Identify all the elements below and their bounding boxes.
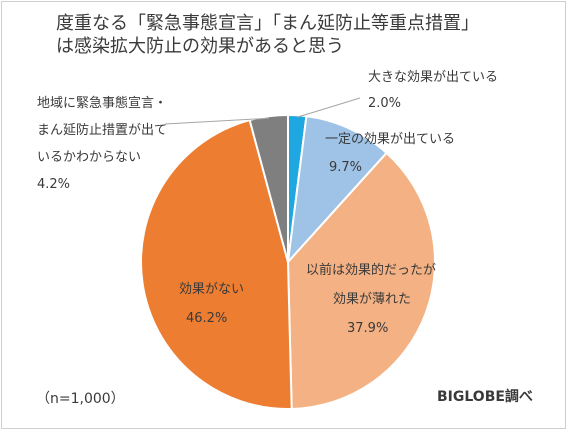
- slice-label-faded-effect-2: 効果が薄れた: [333, 292, 412, 307]
- slice-value-unknown: 4.2%: [37, 177, 71, 192]
- pie-slice-unknown: [248, 113, 289, 263]
- pie-slice-some-effect: [286, 115, 389, 266]
- leader-line-big-effect: [296, 97, 361, 118]
- slice-label-big-effect: 大きな効果が出ている: [368, 70, 499, 85]
- leader-line-unknown: [164, 117, 269, 125]
- slice-value-some-effect: 9.7%: [329, 160, 363, 175]
- pie-slice-no-effect: [140, 118, 293, 410]
- slice-label-faded-effect-1: 以前は効果的だったが: [306, 263, 437, 278]
- slice-value-no-effect: 46.2%: [186, 311, 228, 326]
- slice-value-big-effect: 2.0%: [368, 96, 402, 111]
- source-credit: BIGLOBE調べ: [437, 389, 533, 405]
- slice-label-unknown-2: まん延防止措置が出て: [37, 123, 168, 138]
- slice-label-some-effect: 一定の効果が出ている: [325, 132, 456, 147]
- slice-value-faded-effect: 37.9%: [347, 321, 389, 336]
- pie-slice-faded-effect: [286, 151, 436, 410]
- slice-label-no-effect: 効果がない: [179, 282, 245, 297]
- slice-label-unknown-1: 地域に緊急事態宣言・: [37, 96, 168, 111]
- slice-label-unknown-3: いるかわからない: [37, 150, 142, 165]
- chart-title-line-2: は感染拡大防止の効果があると思う: [56, 36, 344, 57]
- pie-slices: [140, 113, 436, 410]
- chart-title-line-1: 度重なる「緊急事態宣言」「まん延防止等重点措置」: [56, 13, 479, 34]
- leader-lines: [164, 97, 361, 125]
- sample-size-note: （n=1,000）: [36, 391, 125, 407]
